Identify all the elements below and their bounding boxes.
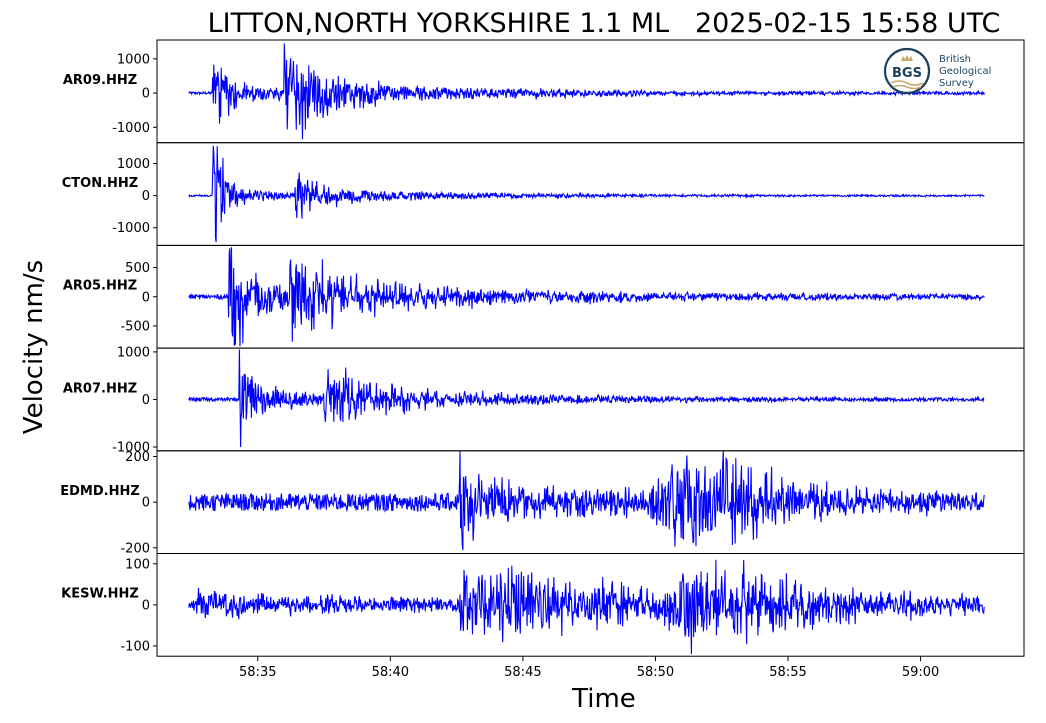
y-tick-label: 1000	[117, 52, 150, 67]
y-tick-label: 1000	[117, 345, 150, 360]
trace-panel: 1000 0 -1000 CTON.HHZ	[62, 142, 1025, 246]
chart-title: LITTON,NORTH YORKSHIRE 1.1 ML 2025-02-15…	[208, 8, 1001, 39]
x-tick-label: 58:45	[504, 665, 541, 680]
logo-line-2: Geological	[939, 66, 991, 77]
y-tick-label: -1000	[112, 440, 150, 455]
y-tick-label: 0	[142, 87, 150, 102]
y-tick-label: 500	[125, 261, 150, 276]
bgs-logo: BGS British Geological Survey	[883, 47, 991, 95]
waveform-line	[188, 349, 985, 448]
x-axis-label: Time	[571, 684, 636, 714]
waveform-line	[188, 559, 985, 655]
y-tick-label: -1000	[112, 221, 150, 236]
station-label: EDMD.HHZ	[60, 484, 140, 499]
y-tick-label: 1000	[117, 157, 150, 172]
trace-panel: 1000 0 -1000 AR09.HHZ	[63, 39, 1025, 144]
x-tick-label: 58:40	[372, 665, 409, 680]
trace-panel: 1000 0 -1000 AR07.HHZ	[63, 345, 1025, 455]
y-tick-label: 0	[142, 598, 150, 613]
station-label: AR09.HHZ	[63, 73, 137, 88]
station-label: AR05.HHZ	[63, 279, 137, 294]
x-tick-label: 58:55	[769, 665, 806, 680]
waveform-line	[188, 450, 985, 551]
logo-waves	[890, 80, 924, 90]
y-tick-label: 200	[125, 450, 150, 465]
y-tick-label: 0	[142, 393, 150, 408]
y-tick-label: -100	[120, 639, 150, 654]
logo-band	[888, 65, 926, 79]
logo-line-1: British	[939, 54, 971, 65]
waveform-line	[188, 43, 985, 140]
trace-panel: 100 0 -100 KESW.HHZ	[61, 553, 1025, 657]
waveform-line	[188, 247, 985, 347]
y-tick-label: -200	[120, 541, 150, 556]
y-tick-label: 100	[125, 557, 150, 572]
crown-icon	[901, 55, 913, 61]
y-tick-label: 0	[142, 496, 150, 511]
y-axis-label: Velocity nm/s	[19, 260, 49, 434]
trace-panels: 10000-1000AR09.HHZ10000-1000CTON.HHZ5000…	[60, 39, 1025, 657]
y-tick-label: 0	[142, 189, 150, 204]
x-tick-label: 58:50	[637, 665, 674, 680]
logo-abbreviation: BGS	[892, 66, 922, 81]
y-tick-label: 0	[142, 290, 150, 305]
x-tick-label: 58:35	[239, 665, 276, 680]
x-axis: 58:35 58:40 58:45 58:50 58:55 59:00	[239, 656, 939, 680]
trace-panel: 500 0 -500 AR05.HHZ	[63, 244, 1025, 349]
station-label: AR07.HHZ	[63, 381, 137, 396]
y-tick-label: -500	[120, 319, 150, 334]
y-tick-label: -1000	[112, 121, 150, 136]
x-tick-label: 59:00	[902, 665, 939, 680]
logo-line-3: Survey	[939, 78, 974, 89]
trace-panel: 200 0 -200 EDMD.HHZ	[60, 450, 1025, 556]
station-label: KESW.HHZ	[61, 587, 139, 602]
waveform-line	[188, 145, 985, 243]
station-label: CTON.HHZ	[62, 176, 138, 191]
